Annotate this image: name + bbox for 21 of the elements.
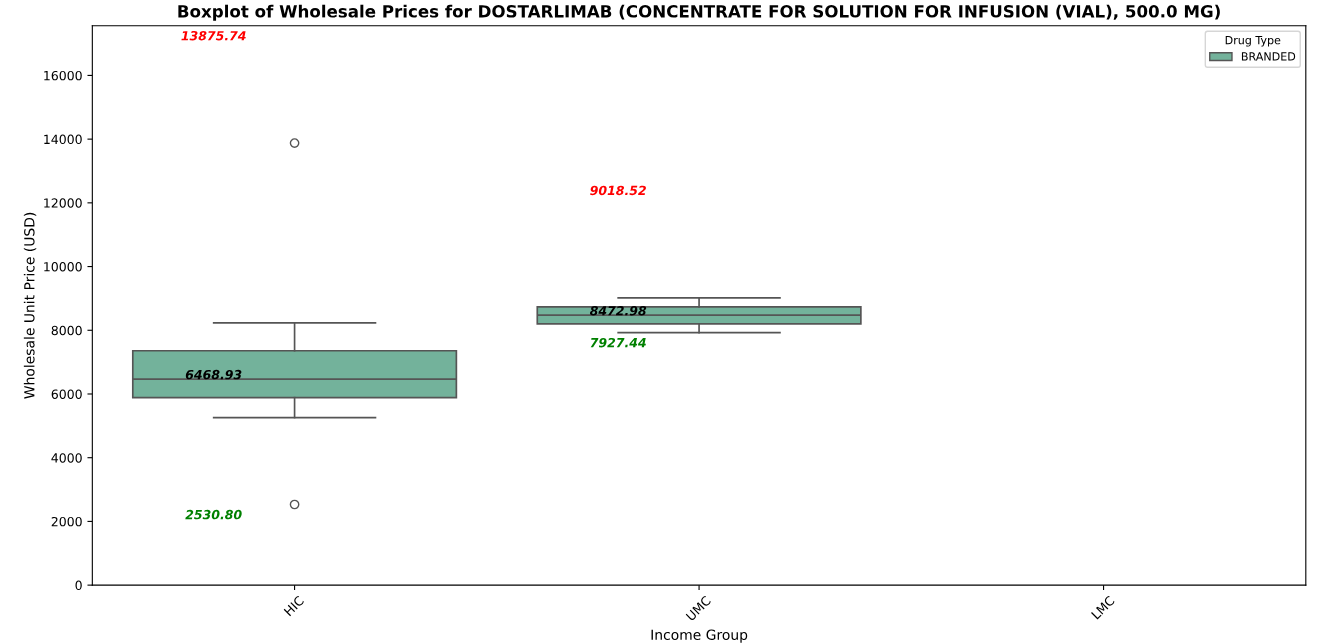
y-tick-label: 2000 <box>51 516 82 527</box>
annotation: 6468.93 <box>185 369 242 380</box>
annotation: 8472.98 <box>589 306 647 316</box>
x-tick-label: HIC <box>283 595 305 617</box>
x-axis-title: Income Group <box>651 629 748 643</box>
y-tick-label: 14000 <box>44 134 82 145</box>
legend-title: Drug Type <box>1225 36 1281 47</box>
y-tick-label: 6000 <box>51 389 82 399</box>
annotation: 2530.80 <box>185 509 242 520</box>
chart-title: Boxplot of Wholesale Prices for DOSTARLIMAB (CONCENTRATE FOR SOLUTION FOR INFUSION (VIAL), 500.0 MG) <box>178 4 1220 21</box>
y-tick-label: 0 <box>75 580 82 591</box>
y-tick-label: 8000 <box>51 325 82 336</box>
y-tick-label: 16000 <box>44 70 82 81</box>
y-tick-label: 4000 <box>51 453 82 463</box>
y-tick-label: 10000 <box>44 262 82 272</box>
y-axis-title: Wholesale Unit Price (USD) <box>23 212 37 399</box>
annotation: 9018.52 <box>590 185 646 196</box>
legend-label: BRANDED <box>1241 52 1296 61</box>
annotation: 7927.44 <box>590 337 646 348</box>
annotation: 13875.74 <box>181 30 246 41</box>
y-tick-label: 12000 <box>44 198 82 208</box>
